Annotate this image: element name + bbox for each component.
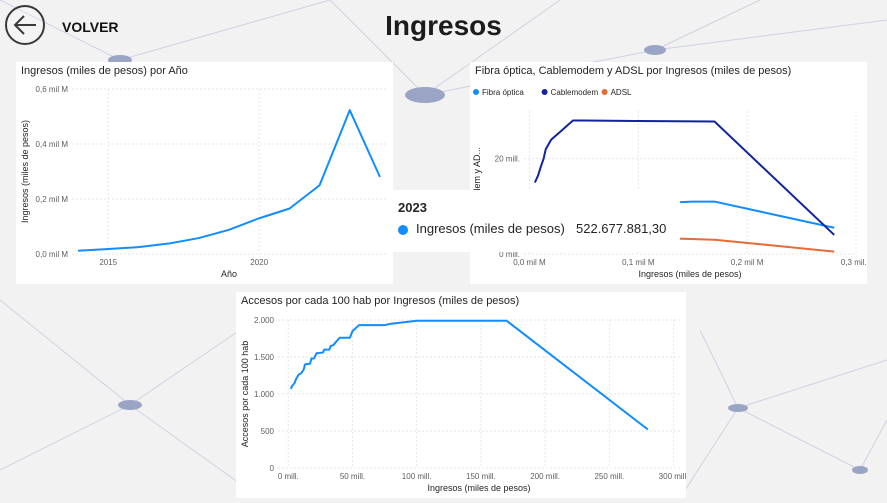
arrow-left-icon (13, 15, 36, 35)
back-label[interactable]: VOLVER (62, 19, 119, 35)
chart-title: Accesos por cada 100 hab por Ingresos (m… (241, 295, 520, 307)
legend-marker-icon (541, 89, 548, 95)
y-tick-label: 0 mill. (499, 250, 520, 259)
x-tick-label: 200 mill. (530, 472, 560, 481)
legend-item: Cablemodem (551, 88, 599, 97)
tooltip-year: 2023 (398, 200, 427, 215)
x-tick-label: 150 mill. (466, 472, 496, 481)
chart-panel-ingresos-anio[interactable]: Ingresos (miles de pesos) por Año 0,0 mi… (16, 62, 393, 284)
x-axis-title: Ingresos (miles de pesos) (638, 269, 741, 279)
y-tick-label: 0,4 mil M (36, 140, 69, 149)
x-axis-title: Ingresos (miles de pesos) (427, 483, 530, 493)
x-tick-label: 50 mill. (340, 472, 365, 481)
y-tick-label: 0,6 mil M (36, 85, 69, 94)
y-tick-label: 0,0 mil M (36, 250, 69, 259)
x-tick-label: 2020 (250, 258, 268, 267)
chart-tooltip: 2023 Ingresos (miles de pesos) 522.677.8… (390, 190, 680, 252)
x-tick-label: 2015 (99, 258, 117, 267)
tooltip-series-label: Ingresos (miles de pesos) (416, 221, 565, 236)
tooltip-series-marker-icon (398, 225, 408, 235)
series-line-main (77, 109, 381, 252)
accesos-100hab-chart[interactable]: 0 500 1.000 1.500 2.000 0 mill. 50 mill. 100 mi… (236, 292, 688, 498)
y-axis-title: Accesos por cada 100 hab (240, 341, 250, 448)
y-tick-label: 1.000 (254, 390, 275, 399)
chart-title: Fibra óptica, Cablemodem y ADSL por Ingr… (475, 65, 792, 77)
ingresos-anio-chart[interactable]: 0,0 mil M 0,2 mil M 0,4 mil M 0,6 mil M 2015… (16, 62, 393, 284)
x-tick-label: 0,1 mil M (622, 258, 655, 267)
x-tick-label: 100 mill. (402, 472, 432, 481)
tooltip-value: 522.677.881,30 (576, 221, 667, 236)
x-tick-label: 0,0 mil M (513, 258, 546, 267)
legend-marker-icon (473, 89, 479, 95)
x-tick-label: 0,3 mil... (841, 258, 867, 267)
legend-marker-icon (601, 89, 608, 95)
x-tick-label: 300 mill. (659, 472, 686, 481)
y-tick-label: 2.000 (254, 316, 275, 325)
fibra-cable-adsl-chart[interactable]: 0 mill. 20 mill. 0,0 mil M 0,1 mil M 0,2 mil… (470, 62, 871, 284)
series-line-cablemodem (533, 119, 835, 236)
y-axis-title: Ingresos (miles de pesos) (20, 120, 30, 223)
chart-panel-accesos-100hab[interactable]: Accesos por cada 100 hab por Ingresos (m… (236, 292, 688, 498)
header: VOLVER Ingresos (0, 0, 887, 56)
page-title: Ingresos (385, 10, 502, 41)
y-axis-title: blemodem y AD... (472, 147, 482, 218)
y-tick-label: 20 mill. (495, 155, 520, 164)
x-axis-title: Año (221, 269, 237, 279)
legend-item: Fibra óptica (482, 88, 524, 97)
legend-item: ADSL (611, 88, 632, 97)
series-line-main (289, 319, 649, 431)
chart-title: Ingresos (miles de pesos) por Año (21, 65, 188, 77)
y-tick-label: 1.500 (254, 353, 275, 362)
x-tick-label: 250 mill. (594, 472, 624, 481)
y-tick-label: 0 (270, 464, 275, 473)
x-tick-label: 0 mill. (278, 472, 299, 481)
y-tick-label: 500 (261, 427, 275, 436)
x-tick-label: 0,2 mil M (731, 258, 764, 267)
y-tick-label: 0,2 mil M (36, 195, 69, 204)
back-button[interactable] (5, 5, 45, 45)
